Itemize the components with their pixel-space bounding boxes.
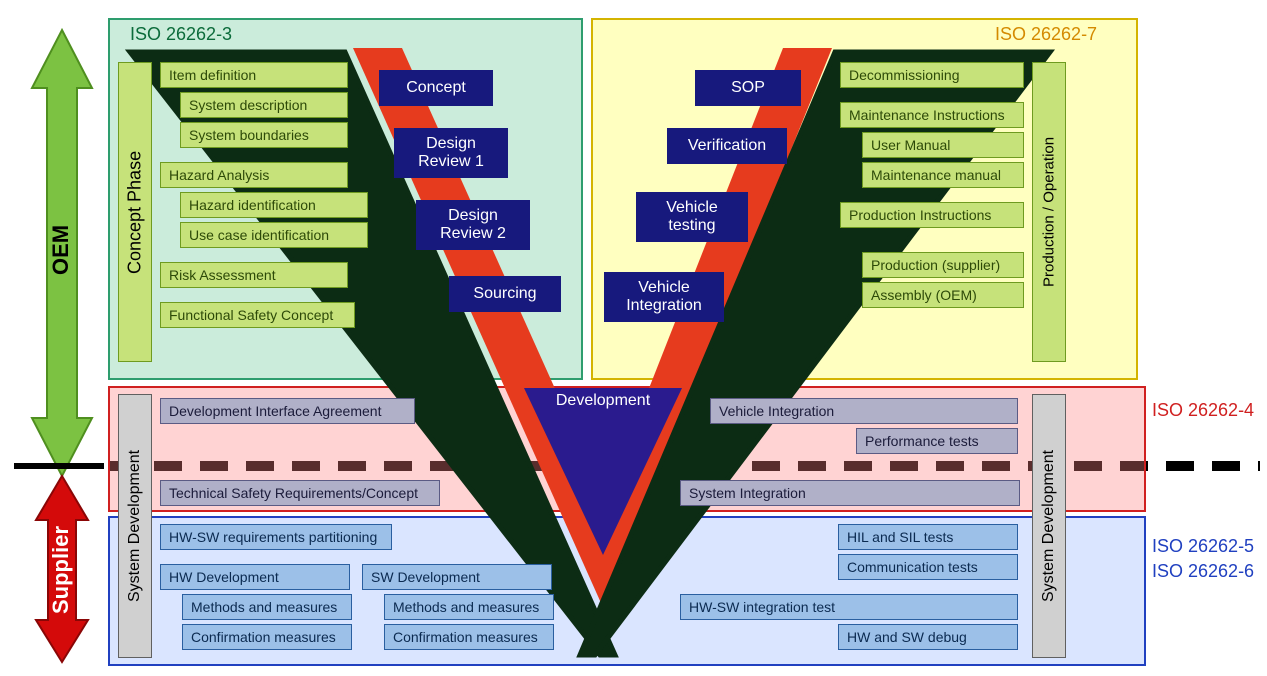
concept-box-1: System description: [180, 92, 348, 118]
v-left-box-2: Design Review 2: [416, 200, 530, 250]
concept-box-5: Use case identification: [180, 222, 368, 248]
sysdev-left-1: Technical Safety Requirements/Concept: [160, 480, 440, 506]
concept-box-4: Hazard identification: [180, 192, 368, 218]
v-left-box-0: Concept: [379, 70, 493, 106]
hwsw-left-3: Confirmation measures: [182, 624, 352, 650]
hwsw-left-5: Methods and measures: [384, 594, 554, 620]
system-development-label-left: System Development: [118, 394, 152, 658]
hwsw-left-4: SW Development: [362, 564, 552, 590]
concept-box-2: System boundaries: [180, 122, 348, 148]
prod-box-4: Production Instructions: [840, 202, 1024, 228]
system-development-label-right: System Development: [1032, 394, 1066, 658]
prod-box-2: User Manual: [862, 132, 1024, 158]
development-label: Development: [528, 392, 678, 416]
iso-26262-5: ISO 26262-5: [1152, 536, 1254, 557]
concept-box-0: Item definition: [160, 62, 348, 88]
v-right-box-3: Vehicle Integration: [604, 272, 724, 322]
hwsw-right-2: HW-SW integration test: [680, 594, 1018, 620]
sysdev-left-0: Development Interface Agreement: [160, 398, 415, 424]
iso-26262-4: ISO 26262-4: [1152, 400, 1254, 421]
concept-box-7: Functional Safety Concept: [160, 302, 355, 328]
hwsw-left-1: HW Development: [160, 564, 350, 590]
concept-box-3: Hazard Analysis: [160, 162, 348, 188]
concept-phase-label: Concept Phase: [118, 62, 152, 362]
hwsw-left-0: HW-SW requirements partitioning: [160, 524, 392, 550]
iso-26262-6: ISO 26262-6: [1152, 561, 1254, 582]
prod-box-1: Maintenance Instructions: [840, 102, 1024, 128]
v-right-box-0: SOP: [695, 70, 801, 106]
sysdev-right-0: Vehicle Integration: [710, 398, 1018, 424]
hwsw-left-2: Methods and measures: [182, 594, 352, 620]
iso-26262-7: ISO 26262-7: [995, 24, 1097, 45]
v-left-box-3: Sourcing: [449, 276, 561, 312]
sysdev-right-2: System Integration: [680, 480, 1020, 506]
hwsw-right-0: HIL and SIL tests: [838, 524, 1018, 550]
v-right-box-1: Verification: [667, 128, 787, 164]
hwsw-right-3: HW and SW debug: [838, 624, 1018, 650]
production-operation-label: Production / Operation: [1032, 62, 1066, 362]
iso-26262-3: ISO 26262-3: [130, 24, 232, 45]
prod-box-0: Decommissioning: [840, 62, 1024, 88]
v-right-box-2: Vehicle testing: [636, 192, 748, 242]
prod-box-5: Production (supplier): [862, 252, 1024, 278]
concept-box-6: Risk Assessment: [160, 262, 348, 288]
prod-box-3: Maintenance manual: [862, 162, 1024, 188]
prod-box-6: Assembly (OEM): [862, 282, 1024, 308]
v-left-box-1: Design Review 1: [394, 128, 508, 178]
hwsw-right-1: Communication tests: [838, 554, 1018, 580]
sysdev-right-1: Performance tests: [856, 428, 1018, 454]
hwsw-left-6: Confirmation measures: [384, 624, 554, 650]
